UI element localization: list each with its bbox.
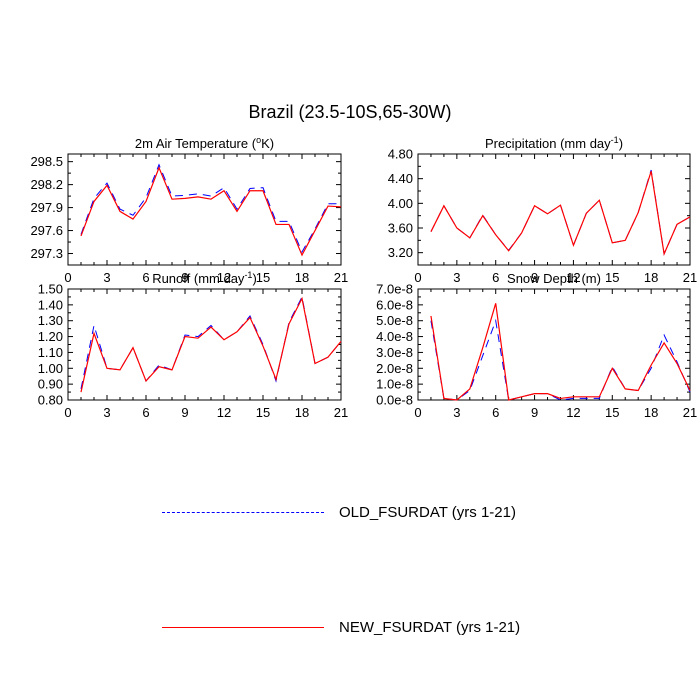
panel-title: Runoff (mm day-1) [152, 270, 257, 286]
y-tick-label: 0.80 [38, 393, 63, 408]
panel-title: Precipitation (mm day-1) [485, 135, 623, 151]
plot-frame [417, 153, 691, 266]
y-tick-label: 7.0e-8 [376, 282, 413, 297]
x-tick-label: 3 [453, 270, 460, 285]
series-line-new [430, 171, 691, 257]
y-tick-label: 3.0e-8 [376, 345, 413, 360]
panel-title-text: 2m Air Temperature ( [135, 136, 257, 151]
panel-title: 2m Air Temperature (oK) [135, 135, 274, 151]
panel-title: Snow Depth (m) [507, 271, 601, 286]
y-tick-label: 5.0e-8 [376, 313, 413, 328]
series-line-old [430, 169, 691, 256]
y-tick-label: 297.9 [30, 200, 63, 215]
x-tick-label: 0 [64, 405, 71, 420]
y-tick-label: 1.10 [38, 345, 63, 360]
chart-panel-3: Runoff (mm day-1) 0 3 6 9 12 15 18 21 0.800.901.0… [38, 270, 349, 420]
series-line-new [430, 303, 691, 401]
x-tick-label: 21 [334, 270, 348, 285]
x-tick-label: 18 [644, 270, 658, 285]
series-line-new [80, 166, 342, 257]
y-tick-label: 1.50 [38, 282, 63, 297]
plot-frame [417, 288, 691, 401]
panel-title-superscript: o [256, 135, 261, 145]
panel-title-superscript: -1 [611, 135, 619, 145]
x-tick-label: 6 [492, 405, 499, 420]
chart-panel-1: 2m Air Temperature (oK) 0 3 6 9 12 15 18 21 297.3… [30, 135, 348, 285]
x-tick-label: 18 [295, 270, 309, 285]
x-tick-label: 12 [217, 270, 231, 285]
x-tick-label: 15 [605, 405, 619, 420]
chart-main-title: Brazil (23.5-10S,65-30W) [248, 102, 452, 122]
x-tick-label: 3 [103, 405, 110, 420]
y-tick-label: 4.80 [388, 147, 413, 162]
plot-frame [67, 288, 342, 401]
chart-panel-4: Snow Depth (m) 0 3 6 9 12 15 18 21 0.0e-81.0e-82.… [376, 271, 697, 420]
series-line-new [80, 296, 342, 393]
y-tick-label: 1.0e-8 [376, 377, 413, 392]
y-tick-label: 0.90 [38, 377, 63, 392]
y-tick-label: 4.00 [388, 196, 413, 211]
x-tick-label: 18 [644, 405, 658, 420]
y-tick-label: 1.40 [38, 297, 63, 312]
y-tick-label: 1.00 [38, 361, 63, 376]
x-tick-label: 0 [414, 270, 421, 285]
x-tick-label: 6 [142, 270, 149, 285]
x-tick-label: 18 [295, 405, 309, 420]
y-tick-label: 298.2 [30, 177, 63, 192]
x-tick-label: 15 [256, 405, 270, 420]
y-tick-label: 0.0e-8 [376, 393, 413, 408]
y-tick-label: 297.3 [30, 246, 63, 261]
y-tick-label: 297.6 [30, 223, 63, 238]
x-tick-label: 6 [142, 405, 149, 420]
y-tick-label: 4.0e-8 [376, 329, 413, 344]
x-tick-label: 3 [453, 405, 460, 420]
series-line-old [80, 295, 342, 390]
panel-title-text: Precipitation (mm day [485, 136, 611, 151]
x-tick-label: 9 [531, 405, 538, 420]
panel-title-end: ) [619, 136, 623, 151]
x-tick-label: 9 [531, 270, 538, 285]
x-tick-label: 15 [605, 270, 619, 285]
y-tick-label: 1.20 [38, 329, 63, 344]
x-tick-label: 0 [64, 270, 71, 285]
panel-title-superscript: -1 [244, 270, 252, 280]
x-tick-label: 21 [334, 405, 348, 420]
panel-title-end: ) [252, 271, 256, 286]
plot-frame [67, 153, 342, 266]
y-tick-label: 2.0e-8 [376, 361, 413, 376]
y-tick-label: 3.20 [388, 245, 413, 260]
y-tick-label: 4.40 [388, 171, 413, 186]
panel-title-text: Runoff (mm day [152, 271, 245, 286]
x-tick-label: 15 [256, 270, 270, 285]
y-tick-label: 1.30 [38, 313, 63, 328]
x-tick-label: 9 [181, 405, 188, 420]
x-tick-label: 21 [683, 270, 697, 285]
series-line-old [80, 163, 341, 254]
chart-panel-2: Precipitation (mm day-1) 0 3 6 9 12 15 18 21 3.20… [388, 135, 698, 285]
x-tick-label: 9 [181, 270, 188, 285]
x-tick-label: 12 [566, 405, 580, 420]
x-tick-label: 12 [566, 270, 580, 285]
x-tick-label: 6 [492, 270, 499, 285]
x-tick-label: 21 [683, 405, 697, 420]
x-tick-label: 0 [414, 405, 421, 420]
y-tick-label: 6.0e-8 [376, 297, 413, 312]
y-tick-label: 298.5 [30, 154, 63, 169]
panel-title-text: Snow Depth (m) [507, 271, 601, 286]
x-tick-label: 3 [103, 270, 110, 285]
x-tick-label: 12 [217, 405, 231, 420]
panel-title-end: K) [261, 136, 274, 151]
y-tick-label: 3.60 [388, 221, 413, 236]
